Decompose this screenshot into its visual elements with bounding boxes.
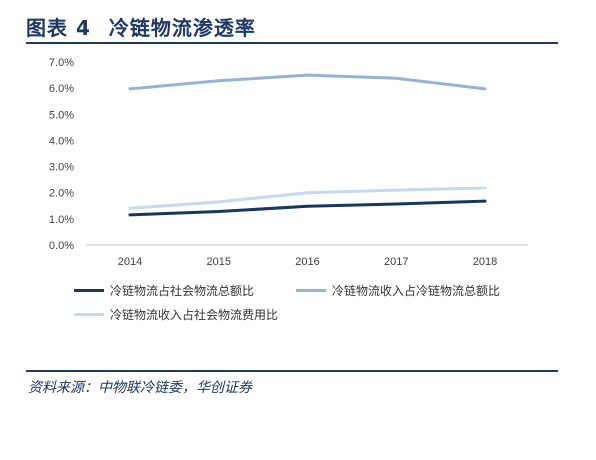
series-line-2 [128,73,487,91]
legend-swatch [296,289,326,292]
x-tick-label: 2015 [207,256,231,268]
line-chart: 0.0% 1.0% 2.0% 3.0% 4.0% 5.0% 6.0% 7.0% 2014 2015… [49,57,528,268]
y-tick-label: 3.0% [49,162,74,174]
y-tick-label: 2.0% [49,188,74,200]
figure-title-text: 冷链物流渗透率 [108,16,256,40]
source-note: 资料来源：中物联冷链委，华创证券 [28,380,252,396]
x-tick-label: 2016 [295,256,319,268]
figure-header: 图表 4 冷链物流渗透率 [26,6,558,44]
y-tick-label: 4.0% [49,135,74,147]
y-tick-label: 0.0% [49,240,74,252]
y-tick-label: 1.0% [49,214,74,226]
source-divider [26,370,558,372]
figure-label: 图表 4 [26,16,91,40]
series-line-1 [128,199,487,217]
legend-swatch [74,289,104,292]
legend-item-1: 冷链物流占社会物流总额比 [74,282,254,299]
legend-item-2: 冷链物流收入占冷链物流总额比 [296,282,500,299]
y-tick-label: 6.0% [49,83,74,95]
legend-label: 冷链物流收入占社会物流费用比 [110,308,279,322]
legend-swatch [74,313,104,316]
x-tick-label: 2018 [473,256,497,268]
legend-item-3: 冷链物流收入占社会物流费用比 [74,306,278,323]
x-tick-label: 2017 [384,256,408,268]
legend-label: 冷链物流收入占冷链物流总额比 [332,284,501,298]
y-tick-label: 7.0% [49,57,74,69]
figure-title: 图表 4 冷链物流渗透率 [26,12,274,41]
legend-label: 冷链物流占社会物流总额比 [110,284,255,298]
y-tick-label: 5.0% [49,109,74,121]
series-line-3 [128,186,487,210]
x-tick-label: 2014 [118,256,142,268]
